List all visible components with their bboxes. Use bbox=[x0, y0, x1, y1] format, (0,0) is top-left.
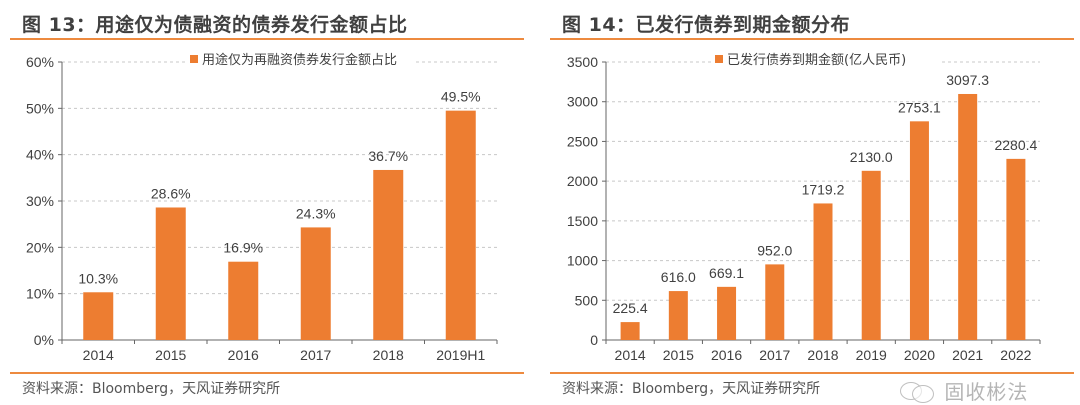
title-divider bbox=[10, 38, 524, 40]
x-tick-label: 2019 bbox=[856, 347, 887, 363]
bar-2020 bbox=[909, 121, 929, 341]
legend-swatch bbox=[715, 55, 723, 63]
figure-13-panel: 图 13：用途仅为债融资的债券发行金额占比 0% 10% 20% 30% 40% 50% 6… bbox=[0, 0, 530, 403]
data-label: 2280.4 bbox=[994, 137, 1037, 153]
bar-2018 bbox=[813, 203, 833, 340]
y-tick-label: 3000 bbox=[567, 94, 598, 110]
y-tick-label: 1000 bbox=[567, 253, 598, 269]
data-label: 2130.0 bbox=[850, 149, 893, 165]
legend-swatch bbox=[190, 55, 198, 63]
bar-2015 bbox=[668, 291, 688, 340]
y-tick-label: 60% bbox=[26, 54, 54, 70]
title-divider bbox=[550, 38, 1074, 40]
data-label: 16.9% bbox=[223, 240, 263, 256]
issuance-share-bar-chart: 0% 10% 20% 30% 40% 50% 60% 10.3% 2014 28.6% 2015 16… bbox=[26, 48, 498, 363]
bar-2014 bbox=[620, 322, 640, 340]
source-divider bbox=[10, 372, 524, 374]
x-tick-label: 2020 bbox=[904, 347, 935, 363]
legend-background bbox=[186, 48, 416, 70]
x-tick-label: 2016 bbox=[228, 347, 259, 363]
source-divider bbox=[550, 372, 1074, 374]
bar-2018 bbox=[373, 169, 404, 340]
wechat-icon-bubble bbox=[912, 384, 934, 403]
x-tick-label: 2014 bbox=[615, 347, 646, 363]
watermark-text: 固收彬法 bbox=[944, 380, 1029, 404]
bar-2022 bbox=[1006, 158, 1026, 340]
data-label: 28.6% bbox=[151, 185, 191, 201]
data-label: 10.3% bbox=[78, 270, 118, 286]
data-label: 3097.3 bbox=[946, 72, 989, 88]
data-label: 669.1 bbox=[709, 265, 744, 281]
y-tick-label: 10% bbox=[26, 286, 54, 302]
figure-13-title: 图 13：用途仅为债融资的债券发行金额占比 bbox=[22, 14, 408, 36]
y-tick-label: 20% bbox=[26, 239, 54, 255]
bar-2016 bbox=[717, 286, 737, 340]
data-label: 49.5% bbox=[441, 89, 481, 105]
legend-background bbox=[711, 48, 941, 70]
bar-2019 bbox=[861, 170, 881, 340]
bar-2021 bbox=[958, 93, 978, 340]
legend-label: 已发行债券到期金额(亿人民币) bbox=[727, 52, 906, 68]
bar-2015 bbox=[155, 207, 186, 340]
data-label: 225.4 bbox=[613, 300, 648, 316]
y-tick-label: 0 bbox=[590, 332, 598, 348]
y-tick-label: 30% bbox=[26, 193, 54, 209]
x-tick-label: 2019H1 bbox=[436, 347, 485, 363]
data-label: 24.3% bbox=[296, 205, 336, 221]
figure-14-title: 图 14：已发行债券到期金额分布 bbox=[562, 14, 851, 36]
maturity-distribution-bar-chart: 0 500 1000 1500 2000 2500 3000 3500 225.4 2014 616… bbox=[567, 48, 1041, 363]
x-tick-label: 2018 bbox=[807, 347, 838, 363]
bar-2014 bbox=[83, 292, 114, 340]
x-tick-label: 2017 bbox=[300, 347, 331, 363]
data-label: 952.0 bbox=[757, 242, 792, 258]
y-tick-label: 500 bbox=[575, 292, 599, 308]
x-tick-label: 2018 bbox=[373, 347, 404, 363]
y-tick-label: 50% bbox=[26, 100, 54, 116]
bar-2017 bbox=[300, 227, 331, 340]
data-label: 616.0 bbox=[661, 269, 696, 285]
data-label: 2753.1 bbox=[898, 99, 941, 115]
bar-2016 bbox=[228, 261, 259, 340]
x-tick-label: 2015 bbox=[663, 347, 694, 363]
x-tick-label: 2017 bbox=[759, 347, 790, 363]
watermark: 固收彬法 bbox=[900, 376, 1070, 404]
x-tick-label: 2014 bbox=[83, 347, 114, 363]
y-tick-label: 0% bbox=[34, 332, 54, 348]
bar-2019H1 bbox=[445, 110, 476, 341]
y-tick-label: 3500 bbox=[567, 54, 598, 70]
y-tick-label: 2000 bbox=[567, 173, 598, 189]
x-tick-label: 2021 bbox=[952, 347, 983, 363]
data-label: 1719.2 bbox=[802, 181, 845, 197]
x-tick-label: 2016 bbox=[711, 347, 742, 363]
x-tick-label: 2022 bbox=[1000, 347, 1031, 363]
source-note: 资料来源：Bloomberg，天风证券研究所 bbox=[562, 381, 821, 397]
source-note: 资料来源：Bloomberg，天风证券研究所 bbox=[22, 381, 281, 397]
x-tick-label: 2015 bbox=[155, 347, 186, 363]
bar-2017 bbox=[765, 264, 785, 340]
legend-label: 用途仅为再融资债券发行金额占比 bbox=[202, 52, 397, 68]
data-label: 36.7% bbox=[368, 148, 408, 164]
figure-14-panel: 图 14：已发行债券到期金额分布 0 500 1000 1500 2000 2500 300… bbox=[540, 0, 1080, 403]
y-tick-label: 40% bbox=[26, 147, 54, 163]
y-tick-label: 1500 bbox=[567, 213, 598, 229]
y-tick-label: 2500 bbox=[567, 133, 598, 149]
